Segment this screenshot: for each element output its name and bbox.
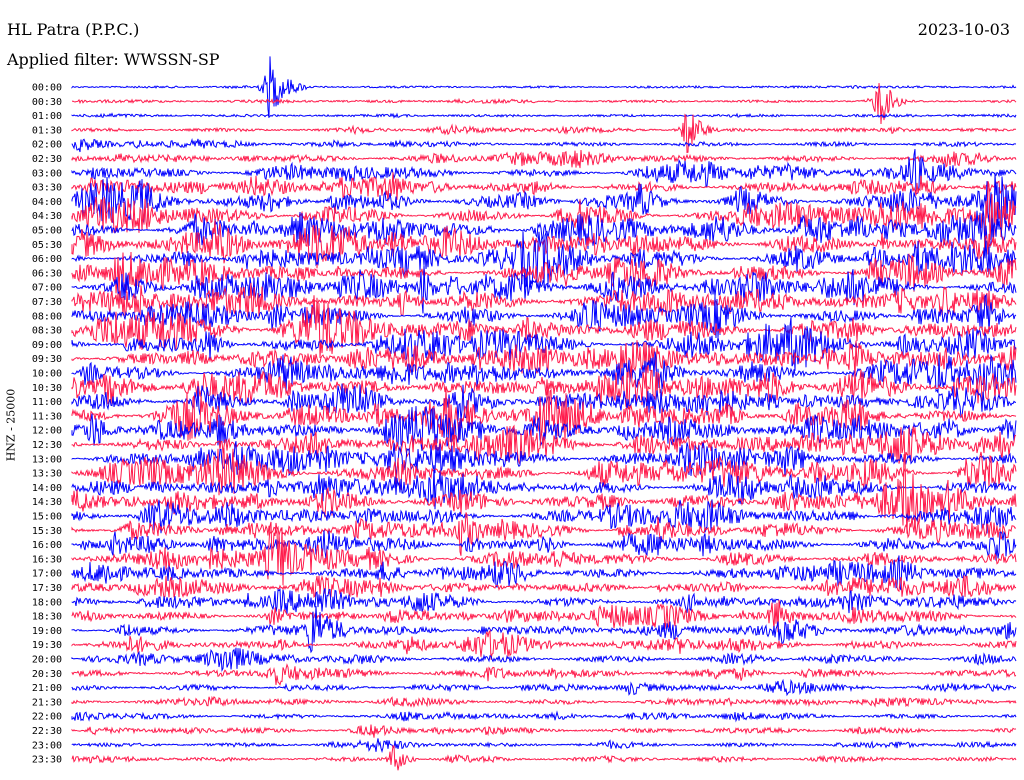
trace-row bbox=[71, 265, 1017, 314]
row-time-label: 00:00 bbox=[32, 83, 62, 94]
trace-row bbox=[71, 521, 1017, 586]
row-time-label: 05:00 bbox=[32, 226, 62, 237]
row-time-label: 01:00 bbox=[32, 111, 62, 122]
trace-row bbox=[71, 629, 1017, 660]
row-time-label: 11:30 bbox=[32, 411, 62, 422]
row-time-label: 15:30 bbox=[32, 526, 62, 537]
row-time-label: 00:30 bbox=[32, 97, 62, 108]
filter-label: Applied filter: WWSSN-SP bbox=[7, 50, 220, 69]
trace-row bbox=[71, 251, 1017, 295]
row-time-label: 23:00 bbox=[32, 740, 62, 751]
row-time-label: 22:30 bbox=[32, 726, 62, 737]
trace-row bbox=[71, 724, 1017, 738]
trace-row bbox=[71, 599, 1017, 633]
row-time-label: 13:00 bbox=[32, 454, 62, 465]
trace-row bbox=[71, 149, 1017, 195]
trace-row bbox=[71, 424, 1017, 465]
row-time-label: 06:00 bbox=[32, 254, 62, 265]
row-time-label: 04:30 bbox=[32, 211, 62, 222]
row-time-label: 14:00 bbox=[32, 483, 62, 494]
trace-row bbox=[71, 647, 1017, 672]
trace-row bbox=[71, 406, 1017, 452]
trace-row bbox=[71, 447, 1017, 496]
row-time-label: 20:00 bbox=[32, 655, 62, 666]
row-time-label: 03:30 bbox=[32, 183, 62, 194]
trace-row bbox=[71, 181, 1017, 247]
trace-row bbox=[71, 499, 1017, 534]
trace-row bbox=[71, 112, 1017, 119]
date-label: 2023-10-03 bbox=[917, 20, 1010, 39]
row-time-label: 22:00 bbox=[32, 712, 62, 723]
row-time-label: 12:00 bbox=[32, 426, 62, 437]
row-time-label: 19:00 bbox=[32, 626, 62, 637]
trace-row bbox=[71, 695, 1017, 708]
trace-row bbox=[71, 113, 1017, 154]
row-time-label: 21:00 bbox=[32, 683, 62, 694]
trace-row bbox=[71, 351, 1017, 394]
trace-row bbox=[71, 340, 1017, 379]
trace-row bbox=[71, 208, 1017, 251]
trace-row bbox=[71, 138, 1017, 153]
trace-row bbox=[71, 678, 1017, 697]
row-time-label: 07:00 bbox=[32, 283, 62, 294]
row-time-label: 08:00 bbox=[32, 311, 62, 322]
row-time-label: 23:30 bbox=[32, 755, 62, 766]
row-time-label: 15:00 bbox=[32, 512, 62, 523]
trace-row bbox=[71, 512, 1017, 556]
row-time-label: 09:00 bbox=[32, 340, 62, 351]
trace-row bbox=[71, 149, 1017, 169]
row-time-label: 16:30 bbox=[32, 554, 62, 565]
trace-row bbox=[71, 172, 1017, 230]
trace-row bbox=[71, 710, 1017, 723]
trace-row bbox=[71, 293, 1017, 339]
row-time-label: 20:30 bbox=[32, 669, 62, 680]
trace-row bbox=[71, 465, 1017, 510]
row-time-label: 06:30 bbox=[32, 268, 62, 279]
trace-row bbox=[71, 56, 1017, 118]
row-time-label: 04:00 bbox=[32, 197, 62, 208]
row-time-label: 09:30 bbox=[32, 354, 62, 365]
trace-row bbox=[71, 295, 1017, 358]
trace-row bbox=[71, 317, 1017, 371]
trace-row bbox=[71, 738, 1017, 754]
row-time-label: 10:00 bbox=[32, 369, 62, 380]
trace-row bbox=[71, 282, 1017, 320]
row-time-label: 07:30 bbox=[32, 297, 62, 308]
row-time-label: 08:30 bbox=[32, 326, 62, 337]
row-time-label: 17:30 bbox=[32, 583, 62, 594]
station-title: HL Patra (P.P.C.) bbox=[7, 20, 140, 39]
trace-row bbox=[71, 745, 1017, 771]
trace-row bbox=[71, 172, 1017, 202]
trace-row bbox=[71, 231, 1017, 288]
row-time-label: 11:00 bbox=[32, 397, 62, 408]
row-time-label: 21:30 bbox=[32, 697, 62, 708]
row-time-label: 14:30 bbox=[32, 497, 62, 508]
row-time-label: 03:00 bbox=[32, 168, 62, 179]
row-time-label: 17:00 bbox=[32, 569, 62, 580]
trace-row bbox=[71, 588, 1017, 614]
trace-row bbox=[71, 575, 1017, 599]
row-time-label: 02:00 bbox=[32, 140, 62, 151]
trace-row bbox=[71, 663, 1017, 686]
trace-row bbox=[71, 365, 1017, 410]
row-time-label: 10:30 bbox=[32, 383, 62, 394]
row-time-label: 13:30 bbox=[32, 469, 62, 480]
row-time-label: 12:30 bbox=[32, 440, 62, 451]
row-time-label: 18:00 bbox=[32, 597, 62, 608]
trace-row bbox=[71, 555, 1017, 591]
row-time-label: 19:30 bbox=[32, 640, 62, 651]
row-time-label: 05:30 bbox=[32, 240, 62, 251]
row-time-label: 18:30 bbox=[32, 612, 62, 623]
row-time-label: 16:00 bbox=[32, 540, 62, 551]
trace-row bbox=[71, 83, 1017, 125]
trace-row bbox=[71, 606, 1017, 654]
row-time-label: 02:30 bbox=[32, 154, 62, 165]
trace-row bbox=[71, 530, 1017, 561]
trace-row bbox=[71, 454, 1017, 534]
row-time-label: 01:30 bbox=[32, 125, 62, 136]
